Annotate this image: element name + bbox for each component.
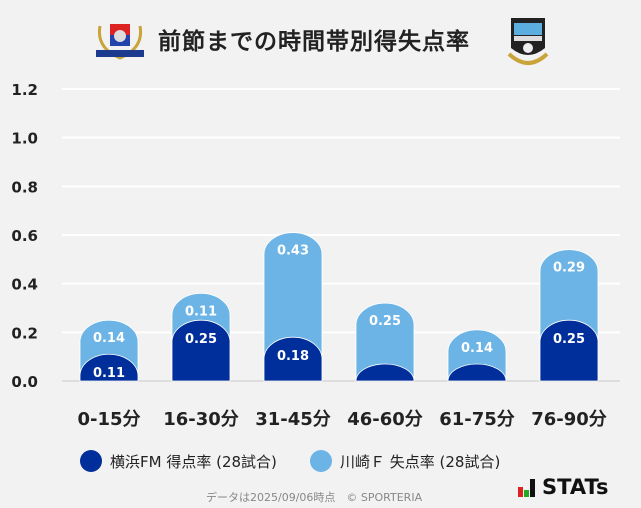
bar-home [79, 353, 139, 382]
bar-home [263, 336, 323, 382]
yokohama-fm-logo [96, 24, 144, 60]
chart-title: 前節までの時間帯別得失点率 [158, 29, 470, 55]
data-label-away: 0.14 [93, 331, 125, 346]
y-tick-label: 1.0 [11, 130, 38, 148]
legend-item-away: 川崎Ｆ 失点率 (28試合) [310, 450, 500, 472]
y-tick-label: 0.4 [11, 276, 38, 294]
data-label-away: 0.11 [185, 304, 217, 319]
legend-label-away: 川崎Ｆ 失点率 (28試合) [340, 452, 501, 471]
x-tick-label: 46-60分 [347, 409, 423, 430]
y-tick-label: 1.2 [11, 81, 38, 99]
bar-chart-icon [518, 479, 535, 497]
data-label-away: 0.29 [553, 261, 585, 276]
stats-brand: STATs [542, 475, 609, 499]
data-label-home: 0.25 [553, 332, 585, 347]
data-label-home: 0.11 [93, 366, 125, 381]
y-tick-label: 0.8 [11, 178, 38, 196]
legend-item-home: 横浜FM 得点率 (28試合) [80, 450, 277, 472]
kawasaki-frontale-logo [507, 18, 549, 65]
bar-away [355, 302, 415, 382]
plot-area: 0.0 0.2 0.4 0.6 0.8 1.0 1.2 0.14 0.11 0-15分 0.11 0.… [11, 81, 620, 430]
data-label-away: 0.25 [369, 314, 401, 329]
data-label-home: 0.18 [277, 349, 309, 364]
x-tick-label: 0-15分 [77, 409, 140, 430]
legend-label-home: 横浜FM 得点率 (28試合) [110, 452, 277, 471]
y-tick-label: 0.6 [11, 227, 38, 245]
bar-home [355, 363, 415, 382]
data-label-home: 0.25 [185, 332, 217, 347]
x-tick-label: 76-90分 [531, 409, 607, 430]
x-tick-label: 61-75分 [439, 409, 515, 430]
bar-home [447, 363, 507, 382]
bar-home [171, 319, 231, 382]
legend-swatch-home [80, 450, 102, 472]
x-tick-label: 31-45分 [255, 409, 331, 430]
footer-note: データは2025/09/06時点 © SPORTERIA [206, 491, 423, 504]
data-label-away: 0.14 [461, 341, 493, 356]
legend-swatch-away [310, 450, 332, 472]
bar-home [539, 319, 599, 382]
y-tick-label: 0.0 [11, 373, 38, 391]
data-label-away: 0.43 [277, 244, 309, 259]
stats-logo: STATs [518, 476, 608, 498]
x-tick-label: 16-30分 [163, 409, 239, 430]
y-tick-label: 0.2 [11, 324, 38, 342]
